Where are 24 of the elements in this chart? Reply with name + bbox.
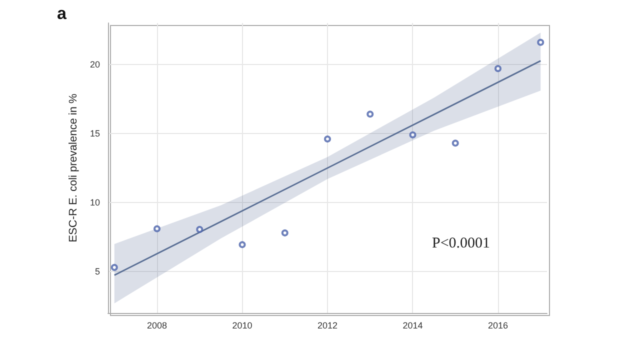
line-series bbox=[114, 60, 542, 276]
chart-title: a bbox=[57, 4, 67, 23]
x-tick-label: 2012 bbox=[317, 320, 338, 330]
point bbox=[324, 136, 331, 142]
y-tick-label: 5 bbox=[94, 266, 100, 277]
y-tick-label: 20 bbox=[90, 59, 100, 70]
x-tick-label: 2008 bbox=[147, 320, 168, 330]
y-axis-title: ESC-R E. coli prevalence in % bbox=[68, 94, 80, 242]
x-tick-label: 2010 bbox=[232, 320, 252, 330]
point bbox=[154, 225, 161, 232]
point bbox=[110, 264, 118, 271]
point bbox=[537, 38, 544, 46]
y-tick-label: 10 bbox=[90, 198, 100, 208]
point bbox=[409, 131, 416, 138]
point bbox=[366, 110, 374, 118]
point bbox=[452, 140, 459, 147]
point bbox=[281, 229, 288, 236]
annotation: P<0.0001 bbox=[432, 236, 490, 252]
point bbox=[494, 65, 502, 72]
x-tick-label: 2016 bbox=[488, 320, 508, 330]
point bbox=[196, 226, 204, 233]
x-tick-label: 2014 bbox=[402, 320, 423, 330]
point bbox=[238, 241, 246, 248]
y-tick-label: 15 bbox=[90, 128, 100, 138]
